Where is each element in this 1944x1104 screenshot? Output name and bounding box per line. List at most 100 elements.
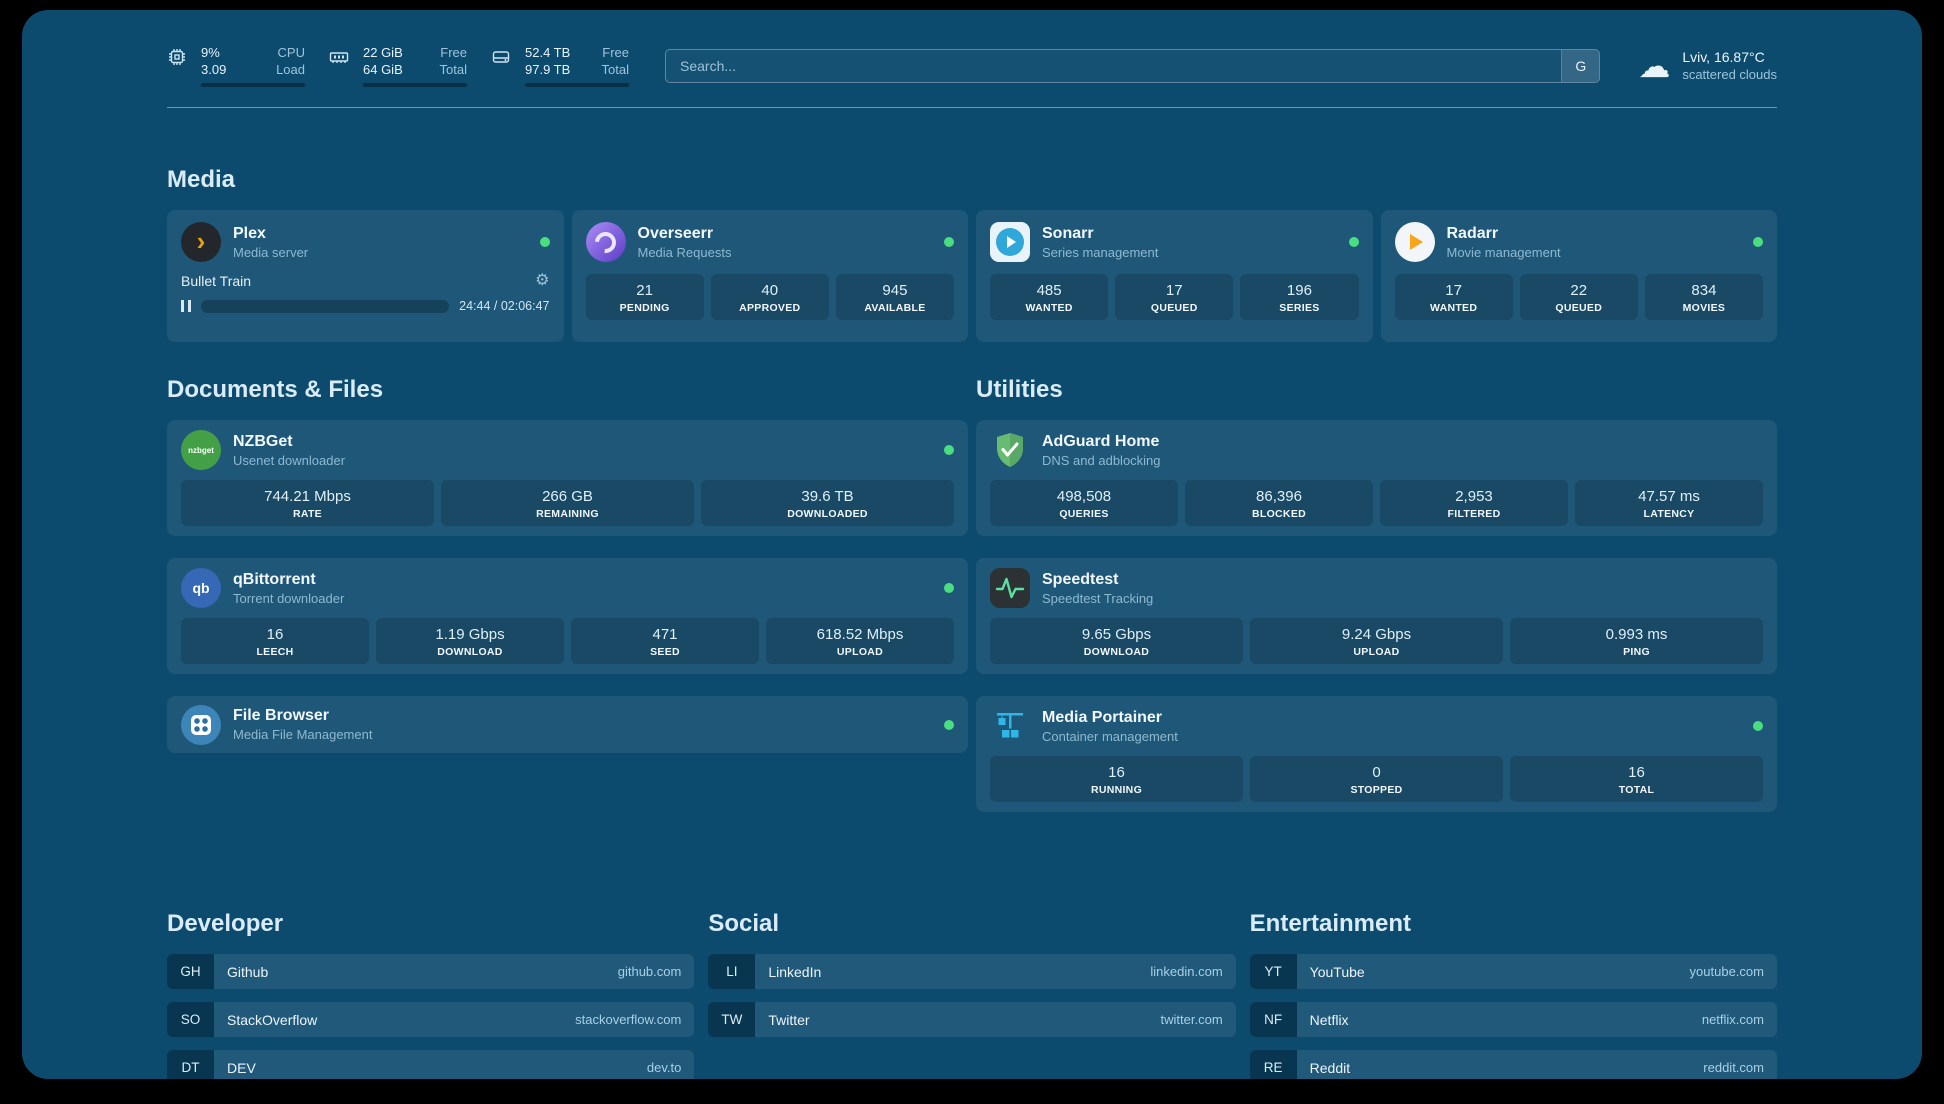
stat-label: SEED	[650, 646, 680, 658]
stat-value: 16	[1108, 764, 1125, 781]
service-card-speedtest[interactable]: Speedtest Speedtest Tracking 9.65 Gbps D…	[976, 558, 1777, 674]
bookmark-netflix[interactable]: NF Netflix netflix.com	[1249, 1002, 1777, 1037]
service-card-radarr[interactable]: Radarr Movie management 17 WANTED 22 QUE…	[1380, 210, 1777, 342]
service-description: Media server	[233, 244, 309, 260]
bookmark-youtube[interactable]: YT YouTube youtube.com	[1249, 954, 1777, 989]
overseerr-icon	[585, 222, 626, 262]
bookmark-github[interactable]: GH Github github.com	[167, 954, 695, 989]
service-stats: 485 WANTED 17 QUEUED 196 SERIES	[990, 274, 1359, 320]
stat-movies: 834 MOVIES	[1644, 274, 1764, 320]
service-card-portainer[interactable]: Media Portainer Container management 16 …	[976, 696, 1777, 812]
service-description: Series management	[1042, 244, 1159, 260]
service-description: Container management	[1042, 728, 1178, 744]
service-stats: 16 RUNNING 0 STOPPED 16 TOTAL	[990, 756, 1763, 802]
section-title-social: Social	[708, 910, 780, 937]
disk-total-label: Total	[601, 62, 629, 77]
bookmark-abbr: SO	[167, 1002, 214, 1037]
stat-label: LEECH	[256, 646, 294, 658]
stat-value: 39.6 TB	[801, 488, 854, 505]
status-dot	[1753, 237, 1763, 247]
bookmark-url: stackoverflow.com	[575, 1012, 682, 1027]
stat-value: 47.57 ms	[1638, 488, 1700, 505]
gear-icon[interactable]: ⚙	[535, 272, 550, 289]
stat-value: 834	[1691, 282, 1717, 299]
media-card-grid: › Plex Media server Bullet Train ⚙ 24:44…	[167, 210, 1777, 342]
stat-label: RUNNING	[1090, 784, 1143, 796]
service-stats: 16 LEECH 1.19 Gbps DOWNLOAD 471 SEED 618…	[181, 618, 954, 664]
stat-label: DOWNLOAD	[1083, 646, 1150, 658]
bookmark-url: reddit.com	[1703, 1060, 1764, 1075]
stat-label: WANTED	[1025, 302, 1073, 314]
cpu-usage-value: 9%	[201, 45, 220, 60]
bookmark-abbr: DT	[167, 1050, 214, 1079]
weather-widget[interactable]: ☁ Lviv, 16.87°C scattered clouds	[1638, 48, 1777, 83]
bookmark-abbr: YT	[1249, 954, 1297, 989]
status-dot	[944, 445, 954, 455]
stat-label: FILTERED	[1447, 508, 1501, 520]
service-card-nzbget[interactable]: nzbget NZBGet Usenet downloader 744.21 M…	[167, 420, 968, 536]
bookmark-twitter[interactable]: TW Twitter twitter.com	[708, 1002, 1236, 1037]
bookmark-reddit[interactable]: RE Reddit reddit.com	[1249, 1050, 1777, 1079]
stat-seed: 471 SEED	[571, 618, 759, 664]
service-card-adguard[interactable]: AdGuard Home DNS and adblocking 498,508 …	[976, 420, 1777, 536]
pause-icon[interactable]	[181, 300, 191, 312]
stat-label: AVAILABLE	[864, 302, 926, 314]
stat-value: 2,953	[1455, 488, 1493, 505]
playback-time: 24:44 / 02:06:47	[459, 299, 550, 313]
stat-value: 17	[1165, 282, 1183, 299]
service-stats: 21 PENDING 40 APPROVED 945 AVAILABLE	[585, 274, 955, 320]
service-name: Radarr	[1446, 224, 1499, 242]
stat-download: 9.65 Gbps DOWNLOAD	[990, 618, 1243, 664]
service-name: Sonarr	[1042, 224, 1094, 242]
status-dot	[1753, 721, 1763, 731]
stat-value: 16	[1628, 764, 1645, 781]
section-title-utilities: Utilities	[976, 376, 1063, 403]
service-description: DNS and adblocking	[1042, 452, 1161, 468]
bookmark-abbr: NF	[1249, 1002, 1297, 1037]
service-card-plex[interactable]: › Plex Media server Bullet Train ⚙ 24:44…	[167, 210, 564, 342]
bookmark-group-developer: Developer GH Github github.com SO StackO…	[167, 910, 695, 1079]
stat-wanted: 485 WANTED	[990, 274, 1109, 320]
service-name: AdGuard Home	[1042, 432, 1160, 450]
weather-location: Lviv, 16.87°C	[1682, 49, 1765, 65]
stat-label: WANTED	[1429, 302, 1478, 314]
disk-free-value: 52.4 TB	[525, 45, 571, 60]
service-name: Media Portainer	[1042, 708, 1163, 726]
bookmark-name: LinkedIn	[768, 963, 822, 980]
portainer-crane-icon	[990, 706, 1030, 746]
bookmark-abbr: LI	[708, 954, 756, 989]
stat-value: 618.52 Mbps	[816, 626, 904, 643]
section-title-entertainment: Entertainment	[1249, 910, 1412, 937]
search-provider-button[interactable]: G	[1561, 49, 1600, 82]
stat-approved: 40 APPROVED	[710, 274, 829, 320]
status-dot	[944, 583, 954, 593]
stat-value: 266 GB	[542, 488, 593, 505]
service-card-qbittorrent[interactable]: qb qBittorrent Torrent downloader 16 LEE…	[167, 558, 968, 674]
bookmark-url: netflix.com	[1701, 1012, 1764, 1027]
resource-widget-cpu: 9% CPU 3.09 Load	[167, 44, 305, 87]
service-name: Overseerr	[637, 224, 714, 242]
service-name: qBittorrent	[233, 570, 316, 588]
stat-queued: 22 QUEUED	[1519, 274, 1638, 320]
stat-value: 21	[636, 282, 653, 299]
stat-value: 0	[1372, 764, 1381, 781]
service-card-filebrowser[interactable]: File Browser Media File Management	[167, 696, 968, 753]
memory-free-label: Free	[440, 45, 467, 60]
stat-value: 498,508	[1056, 488, 1112, 505]
bookmark-dev[interactable]: DT DEV dev.to	[167, 1050, 695, 1079]
memory-free-value: 22 GiB	[363, 45, 403, 60]
service-card-overseerr[interactable]: Overseerr Media Requests 21 PENDING 40 A…	[571, 210, 968, 342]
bookmark-stackoverflow[interactable]: SO StackOverflow stackoverflow.com	[167, 1002, 695, 1037]
stat-label: APPROVED	[739, 302, 801, 314]
stat-value: 9.24 Gbps	[1341, 626, 1412, 643]
service-description: Usenet downloader	[233, 452, 346, 468]
service-stats: 17 WANTED 22 QUEUED 834 MOVIES	[1394, 274, 1764, 320]
playback-progress-bar[interactable]	[201, 299, 450, 313]
bookmark-linkedin[interactable]: LI LinkedIn linkedin.com	[708, 954, 1236, 989]
bookmark-url: linkedin.com	[1150, 964, 1223, 979]
status-dot	[944, 719, 954, 730]
service-name: Speedtest	[1042, 570, 1119, 588]
service-card-sonarr[interactable]: Sonarr Series management 485 WANTED 17 Q…	[976, 210, 1373, 342]
resource-widget-disk: 52.4 TB Free 97.9 TB Total	[491, 44, 629, 87]
search-input[interactable]	[666, 49, 1562, 82]
